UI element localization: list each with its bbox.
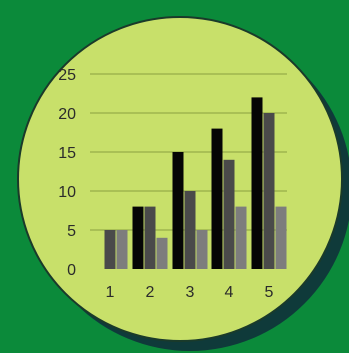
x-tick-label: 1 xyxy=(106,284,115,301)
bar-4-s2 xyxy=(223,159,235,269)
y-tick-label: 20 xyxy=(58,106,76,123)
bar-3-s3 xyxy=(196,230,208,269)
x-tick-label: 3 xyxy=(186,284,195,301)
bar-1-s2 xyxy=(104,230,116,269)
x-tick-label: 2 xyxy=(146,284,155,301)
y-tick-label: 10 xyxy=(58,184,76,201)
bar-4-s1 xyxy=(211,128,223,269)
x-tick-label: 4 xyxy=(225,284,234,301)
bar-5-s1 xyxy=(251,97,263,270)
bar-2-s3 xyxy=(156,237,168,269)
y-axis-ticks: 0 5 10 15 20 25 xyxy=(58,67,76,279)
bar-1-s3 xyxy=(116,230,128,269)
bar-3-s1 xyxy=(172,152,184,269)
bar-2-s2 xyxy=(144,206,156,269)
x-tick-label: 5 xyxy=(265,284,274,301)
bar-3-s2 xyxy=(184,191,196,269)
y-tick-label: 0 xyxy=(67,262,76,279)
bar-4-s3 xyxy=(235,206,247,269)
y-tick-label: 15 xyxy=(58,145,76,162)
x-axis-ticks: 1 2 3 4 5 xyxy=(106,284,274,301)
y-tick-label: 25 xyxy=(58,67,76,84)
bar-5-s3 xyxy=(275,206,287,269)
y-tick-label: 5 xyxy=(67,223,76,240)
bar-5-s2 xyxy=(263,113,275,269)
bar-2-s1 xyxy=(132,206,144,269)
bars xyxy=(104,97,287,270)
